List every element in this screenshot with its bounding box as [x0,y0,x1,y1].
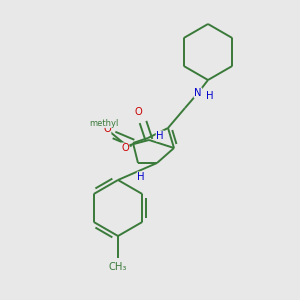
Text: methyl: methyl [89,118,119,127]
Text: CH₃: CH₃ [109,262,127,272]
Text: O: O [103,124,111,134]
Text: O: O [121,143,129,153]
Text: H: H [156,131,164,141]
Text: H: H [137,172,145,182]
Text: O: O [134,107,142,117]
Text: N: N [194,88,202,98]
Text: H: H [206,91,214,101]
